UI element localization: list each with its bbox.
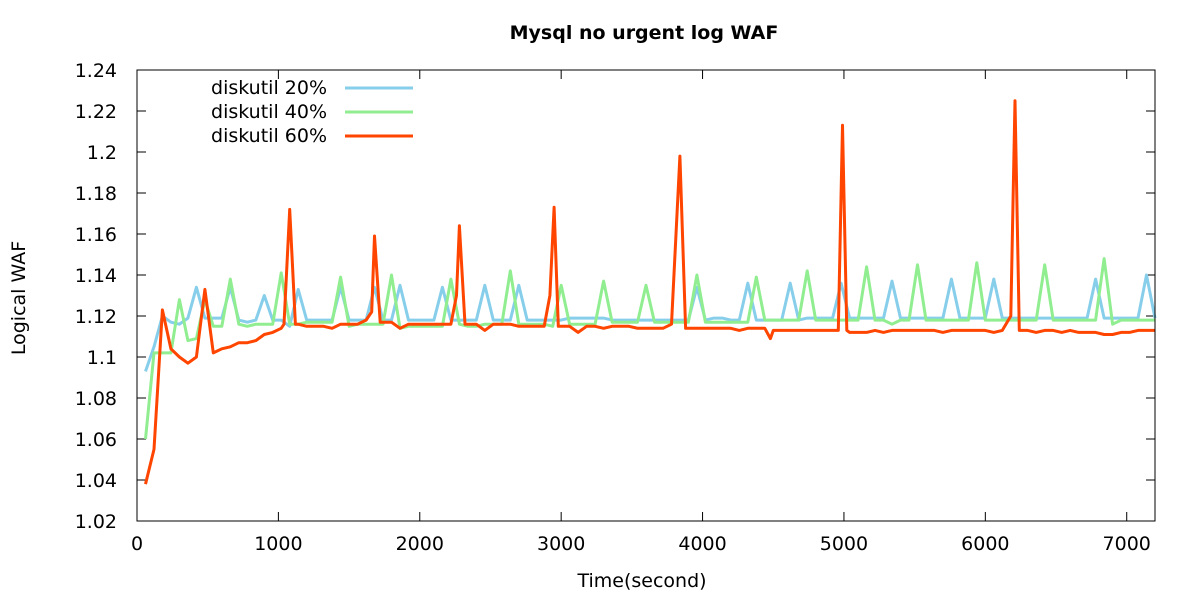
x-tick-label: 7000: [1103, 533, 1151, 555]
y-axis-label: Logical WAF: [8, 241, 30, 355]
legend-label-3: diskutil 60%: [211, 125, 327, 147]
x-tick-label: 0: [131, 533, 143, 555]
y-tick-label: 1.04: [75, 470, 117, 492]
plot-lines: [144, 99, 1157, 485]
y-tick-label: 1.14: [75, 265, 117, 287]
y-tick-label: 1.1: [87, 347, 117, 369]
x-tick-label: 3000: [537, 533, 585, 555]
y-tick-label: 1.2: [87, 142, 117, 164]
series-line-2: [144, 257, 1155, 440]
x-tick-label: 5000: [820, 533, 868, 555]
plot-frame: [136, 69, 1156, 522]
y-tick-label: 1.06: [75, 429, 117, 451]
x-tick-label: 1000: [254, 533, 302, 555]
series-line-3: [144, 99, 1155, 485]
x-tick-label: 6000: [961, 533, 1009, 555]
tick-group: 1.02 1.04 1.06 1.08 1.1 1.12 1.14 1.16 1.18 1.2 1.…: [75, 60, 1155, 555]
x-axis-label: Time(second): [576, 570, 706, 592]
y-tick-label: 1.16: [75, 224, 117, 246]
y-tick-label: 1.08: [75, 388, 117, 410]
x-tick-label: 4000: [678, 533, 726, 555]
y-tick-label: 1.22: [75, 101, 117, 123]
y-tick-label: 1.02: [75, 511, 117, 533]
y-tick-label: 1.12: [75, 306, 117, 328]
legend: diskutil 20%diskutil 40%diskutil 60%: [211, 77, 413, 147]
legend-label-2: diskutil 40%: [211, 101, 327, 123]
legend-label-1: diskutil 20%: [211, 77, 327, 99]
y-tick-label: 1.18: [75, 183, 117, 205]
series-line-1: [144, 273, 1157, 372]
y-tick-label: 1.24: [75, 60, 117, 82]
chart-title: Mysql no urgent log WAF: [510, 22, 779, 44]
x-tick-label: 2000: [396, 533, 444, 555]
